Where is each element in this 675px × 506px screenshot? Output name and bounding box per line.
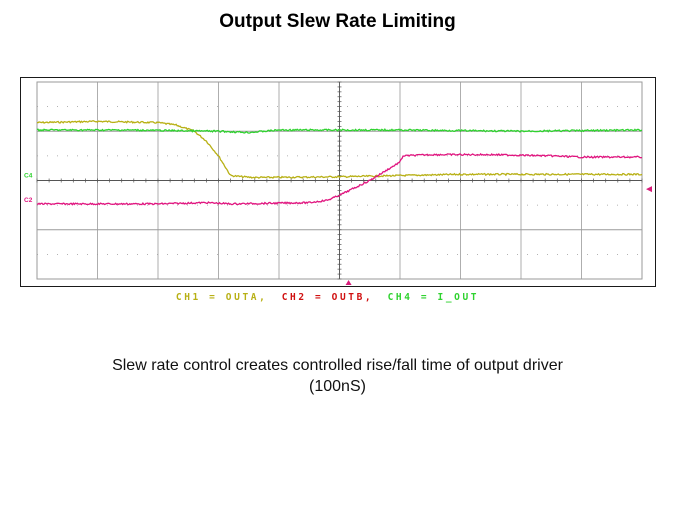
trigger-marker <box>345 280 352 285</box>
caption-line-1: Slew rate control creates controlled ris… <box>112 357 563 374</box>
scope-plot: C4 C2 <box>24 81 652 285</box>
channel-marker-c4: C4 <box>24 172 33 179</box>
caption-line-2: (100nS) <box>309 378 366 395</box>
caption: Slew rate control creates controlled ris… <box>0 355 675 397</box>
legend-ch2: CH2 = OUTB, <box>281 292 374 303</box>
legend-ch4: CH4 = I_OUT <box>387 292 480 303</box>
trace-ch2 <box>36 152 643 206</box>
trace-ch4 <box>36 128 643 134</box>
page-title: Output Slew Rate Limiting <box>219 11 456 32</box>
legend-ch1: CH1 = OUTA, <box>175 292 268 303</box>
channel-legend: CH1 = OUTA, CH2 = OUTB, CH4 = I_OUT <box>0 292 655 303</box>
trace-ch1 <box>36 120 643 179</box>
channel-marker-c2: C2 <box>24 197 33 204</box>
right-level-marker <box>646 186 652 193</box>
oscilloscope-screen: C4 C2 <box>20 77 656 287</box>
